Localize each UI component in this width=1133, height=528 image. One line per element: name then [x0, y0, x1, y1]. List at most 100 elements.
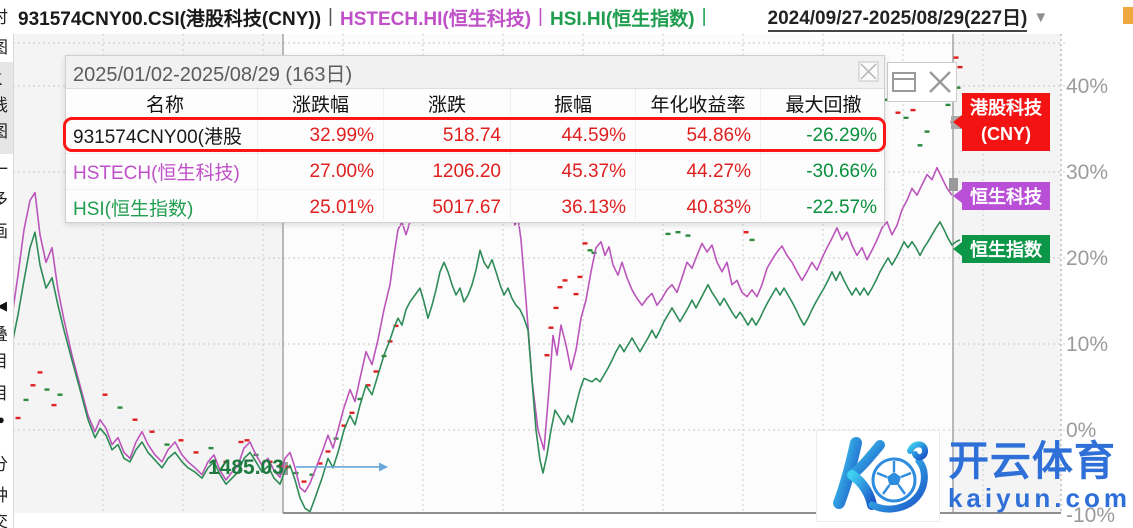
sidebar-item-4[interactable]: 图 — [0, 122, 13, 142]
series-tick-港股科技(CNY) — [309, 473, 315, 476]
series-tick-港股科技(CNY) — [665, 232, 671, 236]
series-tick-港股科技(CNY) — [164, 443, 170, 446]
row-max-drawdown: -22.57% — [760, 190, 886, 225]
hstech-symbol-label[interactable]: HSTECH.HI(恒生科技) — [339, 8, 532, 30]
annotation-arrowhead — [379, 462, 388, 472]
stats-popup: 2025/01/02-2025/08/29 (163日) 名称 涨跌幅 涨跌 振… — [63, 55, 886, 226]
sidebar-item-2[interactable]: K — [0, 70, 13, 90]
series-tick-港股科技(CNY) — [577, 275, 583, 279]
badge-pointer — [953, 189, 962, 203]
y-axis-label-30%: 30% — [1066, 161, 1109, 184]
left-toolbar: 时图K线图一多画◀叠目目●分种交 — [0, 0, 14, 528]
series-tick-港股科技(CNY) — [341, 424, 347, 427]
kaiyun-logo-icon — [815, 430, 940, 522]
chevron-down-icon[interactable]: ▼ — [1033, 8, 1049, 26]
sidebar-item-15[interactable]: 交 — [0, 512, 13, 528]
row-amplitude: 36.13% — [510, 190, 635, 225]
row-annualized: 54.86% — [635, 118, 760, 153]
close-icon[interactable] — [858, 61, 879, 82]
series-tick-港股科技(CNY) — [685, 234, 691, 237]
col-header-max-drawdown: 最大回撤 — [760, 89, 886, 118]
watermark-brand-text: 开云体育 — [947, 438, 1116, 484]
sidebar-item-5[interactable]: 一 — [0, 160, 13, 180]
series-tick-港股科技(CNY) — [573, 292, 579, 296]
sidebar-item-13[interactable]: 分 — [0, 455, 13, 475]
series-tick-港股科技(CNY) — [301, 480, 307, 483]
row-chg-pct: 32.99% — [257, 118, 383, 153]
series-tick-港股科技(CNY) — [903, 116, 909, 119]
y-axis-label--10%: -10% — [1066, 504, 1116, 527]
badge-pointer — [953, 242, 962, 256]
y-axis-label-10%: 10% — [1066, 333, 1109, 356]
series-tick-港股科技(CNY) — [957, 65, 963, 69]
series-tick-港股科技(CNY) — [51, 403, 57, 407]
sidebar-item-6[interactable]: 多 — [0, 190, 13, 210]
series-line-恒生科技 — [12, 104, 953, 493]
series-tick-港股科技(CNY) — [117, 406, 123, 409]
header-bar: 931574CNY00.CSI(港股科技(CNY)) | HSTECH.HI(恒… — [13, 0, 1133, 34]
sidebar-item-0[interactable]: 时 — [0, 8, 13, 28]
badge-pointer — [953, 115, 962, 129]
close-chart-icon[interactable] — [927, 69, 953, 95]
y-axis-label-20%: 20% — [1066, 247, 1109, 270]
row-chg: 5017.67 — [383, 190, 510, 225]
table-row-hstech[interactable]: HSTECH(恒生科技) 27.00% 1206.20 45.37% 44.27… — [66, 154, 884, 190]
separator: | — [538, 6, 543, 27]
col-header-annualized: 年化收益率 — [635, 89, 760, 118]
series-tick-港股科技(CNY) — [945, 103, 951, 107]
sidebar-item-1[interactable]: 图 — [0, 38, 13, 58]
series-tick-港股科技(CNY) — [924, 130, 930, 133]
sidebar-item-3[interactable]: 线 — [0, 96, 13, 116]
sidebar-item-10[interactable]: 目 — [0, 352, 13, 372]
col-header-chg-pct: 涨跌幅 — [257, 89, 383, 118]
sidebar-item-7[interactable]: 画 — [0, 222, 13, 242]
sidebar-item-14[interactable]: 种 — [0, 486, 13, 506]
hsi-symbol-label[interactable]: HSI.HI(恒生指数) — [549, 8, 695, 30]
row-amplitude: 44.59% — [510, 118, 635, 153]
series-tick-港股科技(CNY) — [178, 439, 184, 442]
table-row-931574[interactable]: 931574CNY00(港股 32.99% 518.74 44.59% 54.8… — [63, 117, 886, 154]
series-tick-港股科技(CNY) — [675, 231, 681, 234]
sidebar-item-9[interactable]: 叠 — [0, 325, 13, 345]
sidebar-item-11[interactable]: 目 — [0, 384, 13, 404]
series-tick-港股科技(CNY) — [587, 249, 593, 252]
row-max-drawdown: -26.29% — [760, 118, 886, 153]
main-symbol-label[interactable]: 931574CNY00.CSI(港股科技(CNY)) — [18, 8, 322, 30]
series-tick-港股科技(CNY) — [743, 231, 749, 234]
series-badge-1[interactable]: 恒生科技 — [953, 182, 1050, 210]
series-tick-港股科技(CNY) — [44, 388, 50, 391]
separator: | — [328, 6, 333, 27]
price-annotation: 1485.03 — [208, 456, 284, 479]
window-panel-icon[interactable] — [891, 70, 917, 94]
row-chg: 518.74 — [383, 118, 510, 153]
series-tick-港股科技(CNY) — [15, 416, 21, 420]
series-tick-港股科技(CNY) — [895, 111, 901, 114]
date-range-selector[interactable]: 2024/09/27-2025/08/29(227日) — [767, 3, 1028, 32]
header-corner-icon[interactable] — [1123, 7, 1133, 24]
series-tick-港股科技(CNY) — [238, 440, 244, 444]
y-axis-label-40%: 40% — [1066, 75, 1109, 98]
series-tick-港股科技(CNY) — [393, 324, 399, 328]
series-tick-港股科技(CNY) — [591, 251, 597, 254]
speaker-icon[interactable]: ◀ — [0, 296, 13, 316]
row-chg: 1206.20 — [383, 154, 510, 189]
series-tick-港股科技(CNY) — [910, 108, 916, 112]
play-circle-icon[interactable]: ● — [0, 410, 13, 430]
series-badge-0[interactable]: 港股科技 (CNY) — [953, 93, 1050, 151]
series-tick-港股科技(CNY) — [30, 384, 36, 387]
series-badge-2[interactable]: 恒生指数 — [953, 235, 1050, 263]
series-tick-港股科技(CNY) — [749, 238, 755, 242]
interval-end-handle[interactable] — [949, 178, 958, 191]
series-tick-港股科技(CNY) — [132, 418, 138, 421]
row-name: HSTECH(恒生科技) — [73, 163, 240, 184]
interval-start-handle[interactable] — [279, 462, 288, 475]
series-tick-港股科技(CNY) — [57, 393, 63, 396]
popup-title-bar: 2025/01/02-2025/08/29 (163日) — [66, 56, 884, 89]
table-row-hsi[interactable]: HSI(恒生指数) 25.01% 5017.67 36.13% 40.83% -… — [66, 190, 884, 226]
stats-table-header: 名称 涨跌幅 涨跌 振幅 年化收益率 最大回撤 — [66, 89, 884, 118]
row-name: HSI(恒生指数) — [73, 199, 194, 220]
toolbar-selected-highlight — [0, 62, 13, 154]
row-max-drawdown: -30.66% — [760, 154, 886, 189]
popup-title: 2025/01/02-2025/08/29 (163日) — [73, 63, 353, 86]
series-tick-港股科技(CNY) — [102, 393, 108, 396]
